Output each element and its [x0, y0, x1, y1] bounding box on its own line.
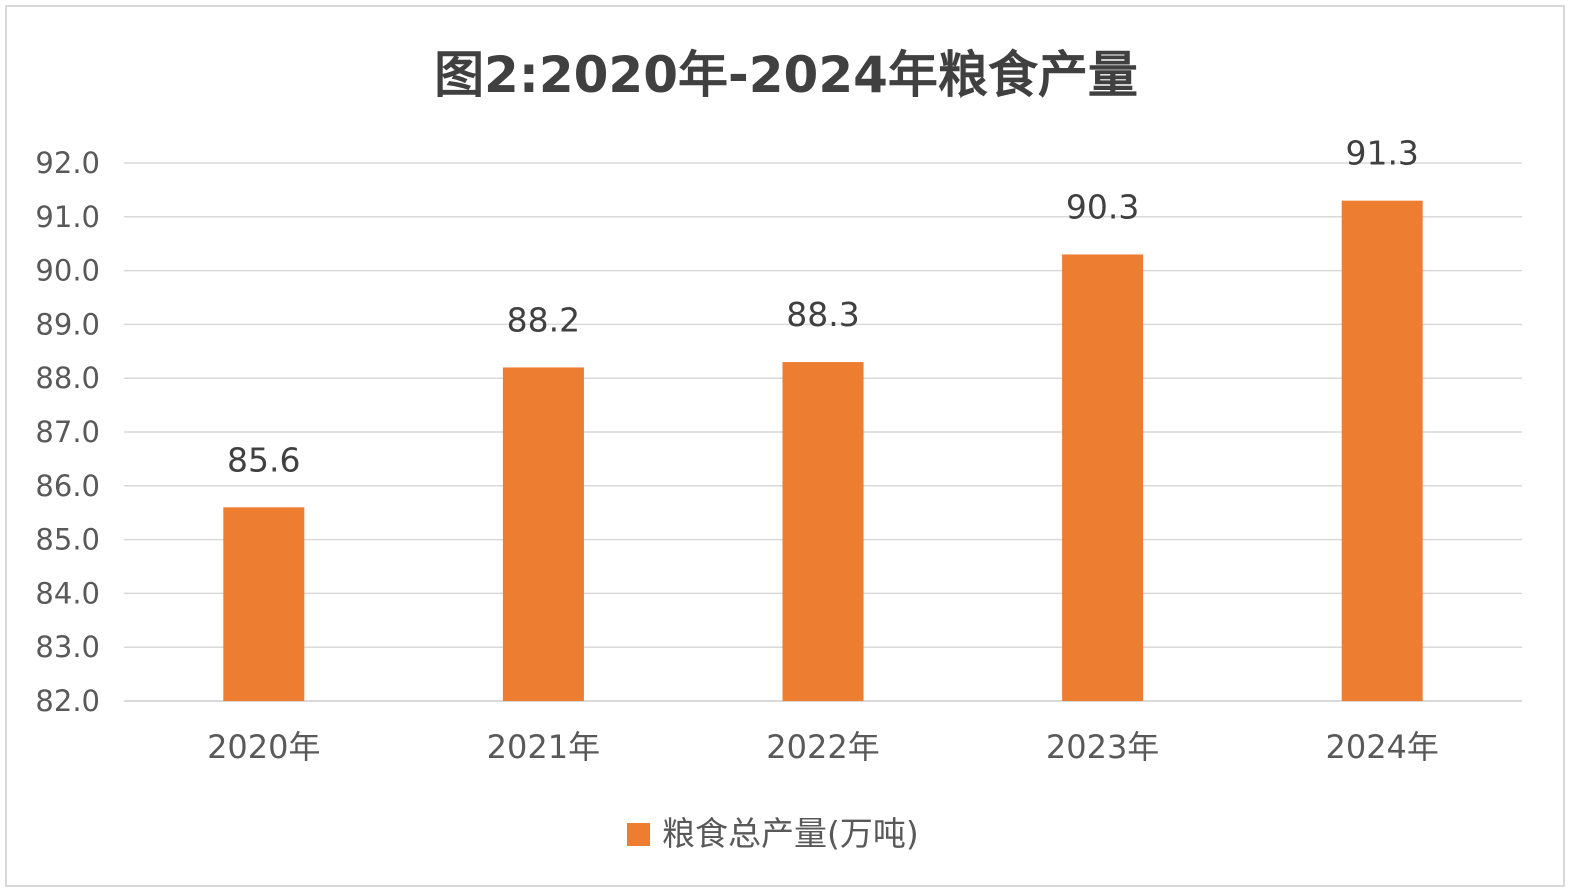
- data-label: 88.3: [786, 295, 859, 334]
- y-tick-label: 92.0: [35, 146, 100, 180]
- y-tick-label: 85.0: [35, 523, 100, 557]
- y-tick-label: 91.0: [35, 200, 100, 234]
- y-axis-ticks: 82.0 83.0 84.0 85.0 86.0 87.0 88.0 89.0 90.0 91.0…: [35, 146, 100, 718]
- y-tick-label: 82.0: [35, 684, 100, 718]
- x-tick-label: 2023年: [1046, 728, 1159, 766]
- bar: [1341, 200, 1423, 701]
- y-tick-label: 84.0: [35, 576, 100, 610]
- bar: [1062, 254, 1144, 701]
- bar: [782, 362, 864, 701]
- data-labels: 85.6 88.2 88.3 90.3 91.3: [227, 134, 1419, 480]
- bars: [223, 200, 1423, 701]
- bar: [223, 507, 305, 701]
- data-label: 88.2: [507, 300, 580, 339]
- y-tick-label: 89.0: [35, 307, 100, 341]
- data-label: 90.3: [1066, 187, 1139, 226]
- chart-title: 图2:2020年-2024年粮食产量: [434, 46, 1138, 104]
- y-tick-label: 87.0: [35, 415, 100, 449]
- x-tick-label: 2024年: [1325, 728, 1438, 766]
- x-tick-label: 2021年: [487, 728, 600, 766]
- y-tick-label: 90.0: [35, 254, 100, 288]
- data-label: 85.6: [227, 440, 300, 479]
- bar: [502, 367, 584, 701]
- x-tick-label: 2022年: [766, 728, 879, 766]
- legend: 粮食总产量(万吨): [627, 814, 919, 853]
- x-axis-ticks: 2020年 2021年 2022年 2023年 2024年: [207, 728, 1439, 766]
- x-tick-label: 2020年: [207, 728, 320, 766]
- y-tick-label: 88.0: [35, 361, 100, 395]
- data-label: 91.3: [1345, 134, 1418, 173]
- legend-label: 粮食总产量(万吨): [662, 814, 919, 853]
- gridlines: [124, 162, 1522, 702]
- y-tick-label: 86.0: [35, 469, 100, 503]
- y-tick-label: 83.0: [35, 630, 100, 664]
- legend-swatch: [627, 823, 650, 846]
